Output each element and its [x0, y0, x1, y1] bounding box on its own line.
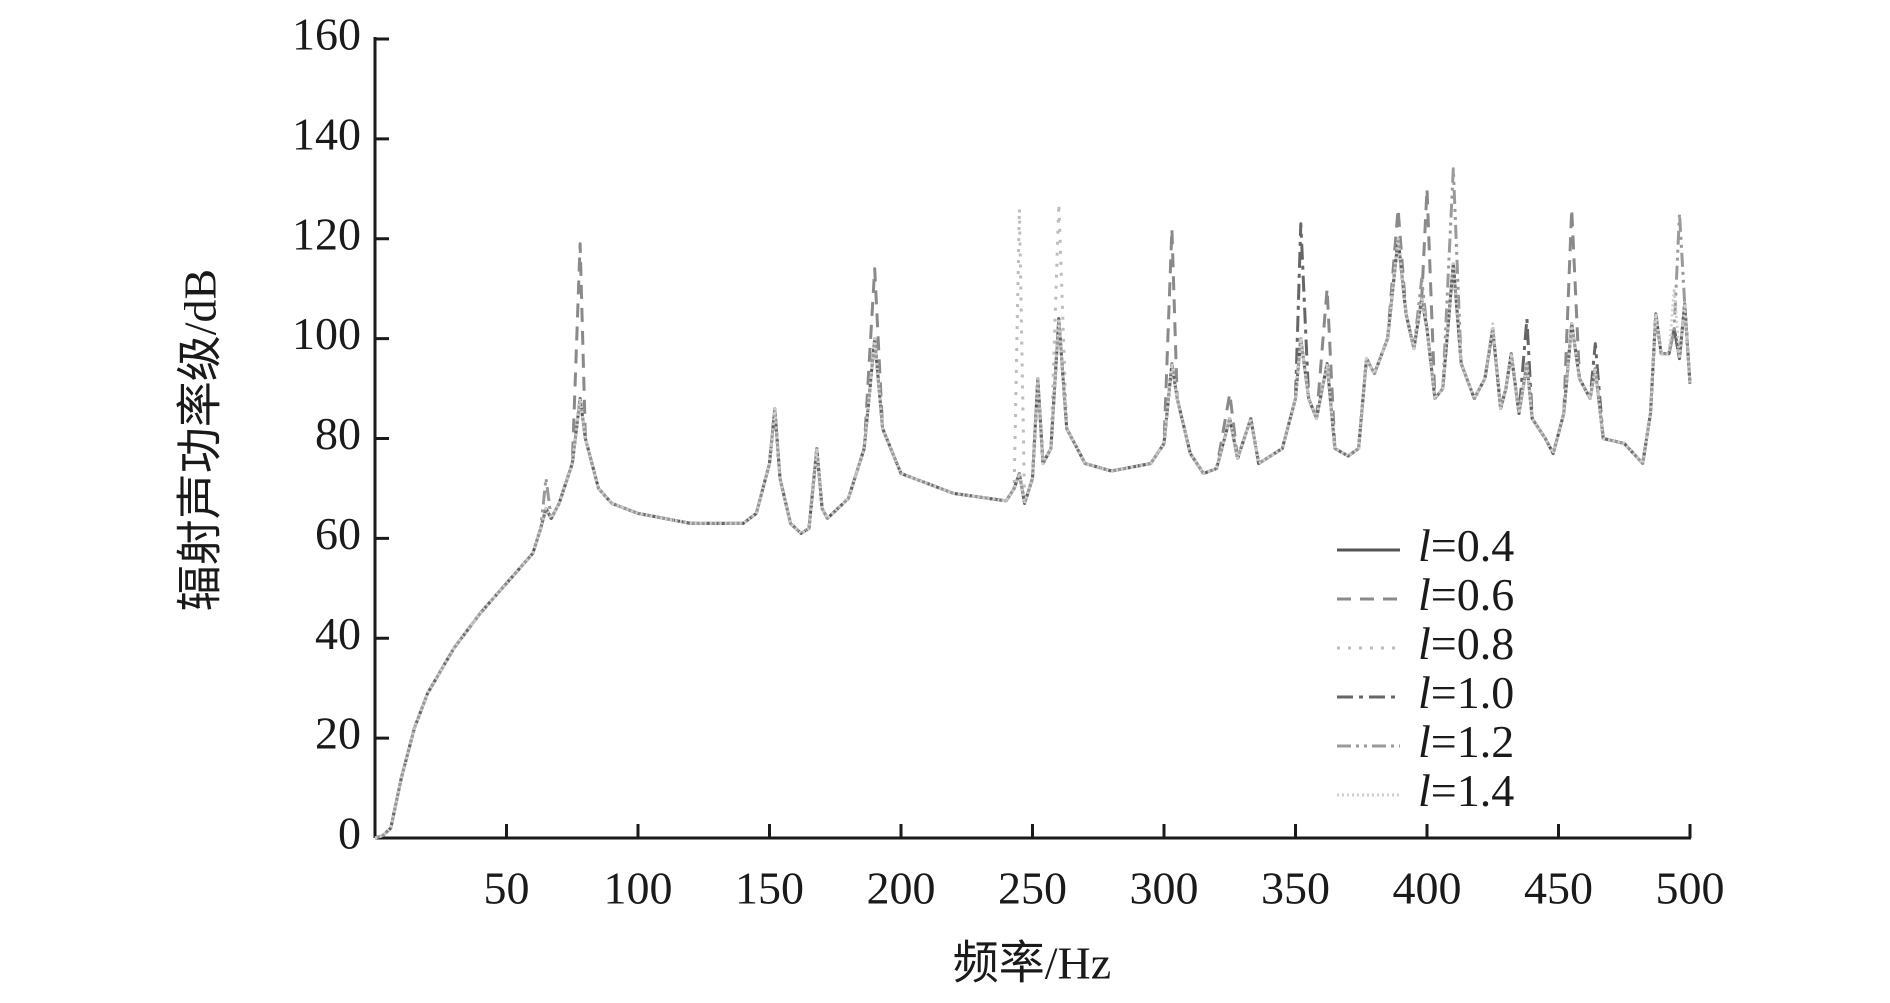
y-tick-label: 20: [315, 708, 361, 759]
legend-label: l=1.4: [1418, 765, 1514, 816]
y-axis-label: 辐射声功率级/dB: [175, 269, 226, 611]
x-tick-label: 100: [604, 863, 673, 914]
x-tick-label: 200: [867, 863, 936, 914]
y-tick-label: 100: [292, 308, 361, 359]
x-axis-label: 频率/Hz: [953, 938, 1111, 989]
legend-label: l=0.4: [1418, 520, 1514, 571]
legend-label: l=1.2: [1418, 716, 1514, 767]
line-series: [374, 222, 1692, 840]
line-series: [374, 202, 1692, 840]
y-tick-label: 160: [292, 9, 361, 60]
legend-label: l=0.8: [1418, 618, 1514, 669]
x-tick-label: 450: [1524, 863, 1593, 914]
x-tick-label: 50: [484, 863, 530, 914]
x-tick-label: 350: [1261, 863, 1330, 914]
x-tick-label: 150: [735, 863, 804, 914]
x-tick-label: 300: [1130, 863, 1199, 914]
y-tick-label: 40: [315, 608, 361, 659]
x-tick-label: 400: [1393, 863, 1462, 914]
y-tick-label: 0: [338, 808, 361, 859]
y-tick-label: 60: [315, 508, 361, 559]
y-tick-label: 140: [292, 108, 361, 159]
legend-label: l=0.6: [1418, 569, 1514, 620]
y-tick-label: 80: [315, 408, 361, 459]
line-series: [374, 237, 1692, 840]
x-tick-label: 500: [1656, 863, 1725, 914]
x-tick-label: 250: [998, 863, 1067, 914]
y-tick-label: 120: [292, 208, 361, 259]
legend-label: l=1.0: [1418, 667, 1514, 718]
